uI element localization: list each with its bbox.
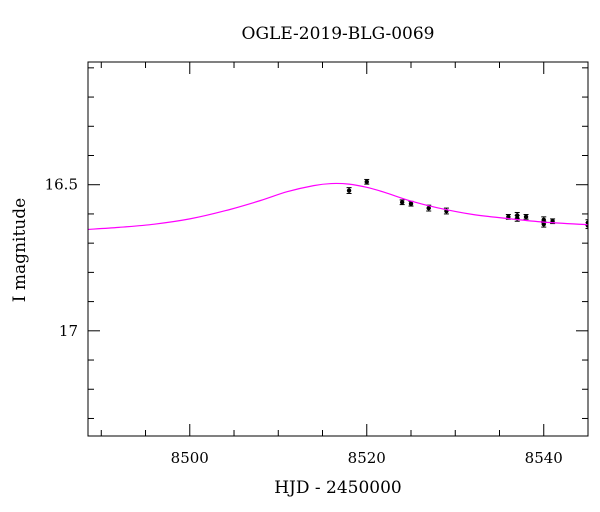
y-tick-label: 17 [59,322,78,340]
data-point [364,178,370,185]
y-axis-label: I magnitude [10,198,30,302]
data-point [408,200,414,207]
point-marker [523,214,529,220]
data-point [523,214,529,220]
point-marker [399,200,405,205]
point-marker [426,205,431,211]
x-tick-label: 8500 [171,449,209,467]
axes: 8500 8520 8540 16.5 17 [45,61,589,467]
point-marker [364,179,369,184]
x-axis-label: HJD - 2450000 [274,478,402,498]
plot-content [88,178,588,231]
chart-title: OGLE-2019-BLG-0069 [242,24,435,44]
plot-area [88,178,588,231]
point-marker [541,221,546,227]
point-marker [346,188,352,193]
x-tick-label: 8520 [348,449,386,467]
x-tick-label: 8540 [525,449,563,467]
model-curve [88,182,588,231]
plot-frame [87,61,589,437]
data-point [399,199,405,206]
point-marker [408,201,414,206]
y-tick-label: 16.5 [45,176,78,194]
data-point [346,187,352,194]
